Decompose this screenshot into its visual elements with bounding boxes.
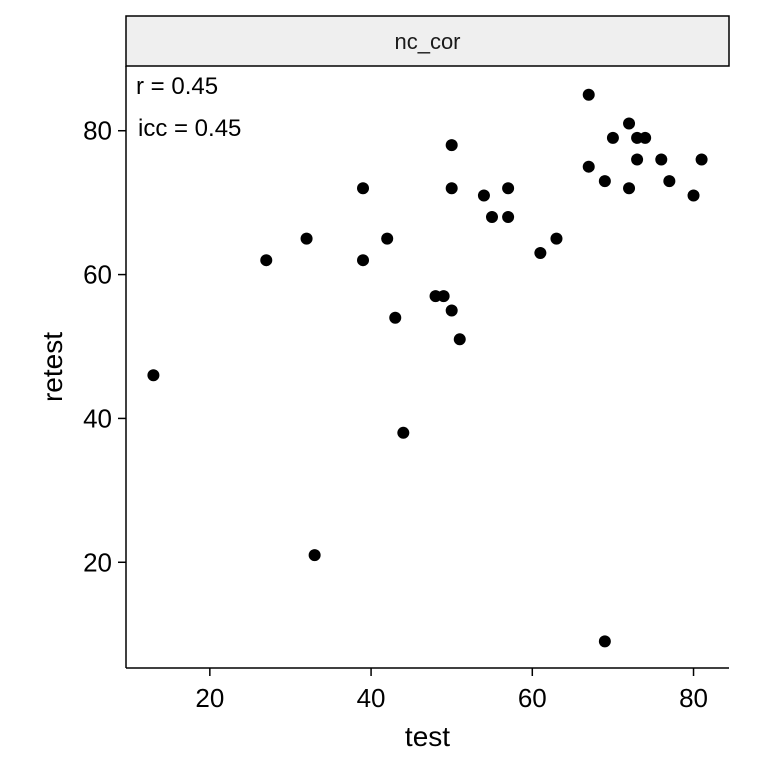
annotation-r: r = 0.45 [136,73,218,100]
data-point [381,232,394,245]
axis-ticks: 20 40 60 80 20 40 60 80 [83,116,708,713]
data-point [502,211,515,224]
data-point [397,426,410,439]
data-point [695,153,708,166]
data-point [582,160,595,173]
data-point [534,247,547,260]
data-point [598,635,611,648]
y-tick-label: 40 [83,403,112,433]
data-point [300,232,313,245]
annotation-icc: icc = 0.45 [138,115,241,142]
data-point [357,182,370,195]
y-tick-label: 60 [83,260,112,290]
data-point [663,175,676,188]
data-point [623,182,636,195]
facet-label: nc_cor [394,29,460,54]
data-point [485,211,498,224]
data-point [623,117,636,130]
data-point [357,254,370,267]
data-point [639,131,652,144]
x-tick-label: 40 [357,683,386,713]
facet-strip [125,15,730,67]
data-point [598,175,611,188]
data-point [260,254,273,267]
x-tick-label: 20 [195,683,224,713]
data-points [147,88,708,648]
data-point [389,311,402,324]
y-tick-label: 20 [83,547,112,577]
x-tick-label: 80 [679,683,708,713]
data-point [453,333,466,346]
data-point [631,153,644,166]
data-point [477,189,490,202]
data-point [437,290,450,303]
y-tick-label: 80 [83,116,112,146]
data-point [606,131,619,144]
x-tick-label: 60 [518,683,547,713]
data-point [502,182,515,195]
data-point [147,369,160,382]
data-point [445,304,458,317]
data-point [445,182,458,195]
data-point [550,232,563,245]
x-axis-title: test [405,721,450,752]
data-point [445,139,458,152]
data-point [308,549,321,562]
data-point [582,88,595,101]
data-point [655,153,668,166]
y-axis-title: retest [37,332,68,402]
data-point [687,189,700,202]
